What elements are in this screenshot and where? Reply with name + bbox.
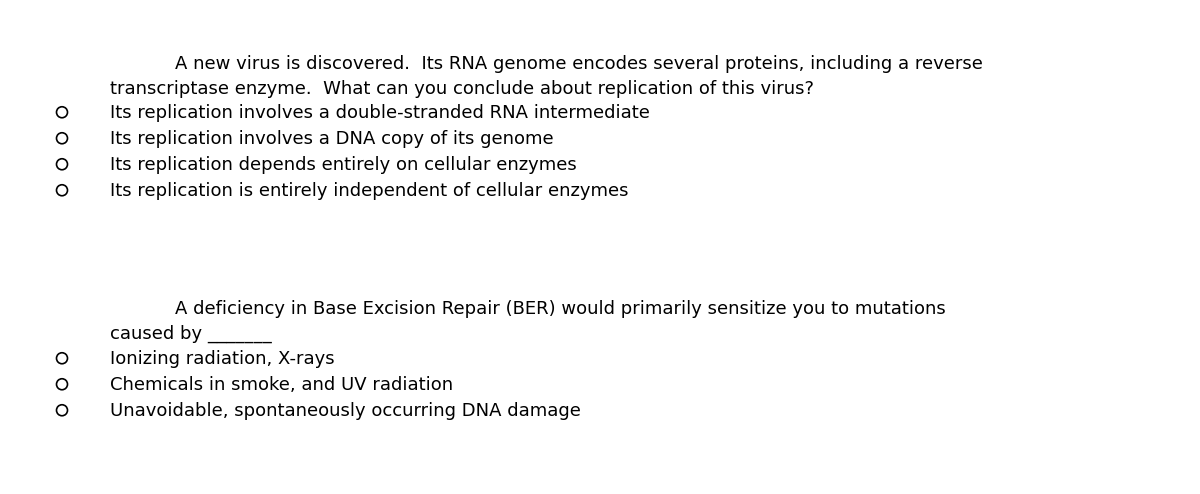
Text: Its replication involves a double-stranded RNA intermediate: Its replication involves a double-strand…	[110, 104, 650, 122]
Text: Chemicals in smoke, and UV radiation: Chemicals in smoke, and UV radiation	[110, 376, 454, 394]
Text: Its replication depends entirely on cellular enzymes: Its replication depends entirely on cell…	[110, 156, 577, 174]
Text: Its replication is entirely independent of cellular enzymes: Its replication is entirely independent …	[110, 182, 629, 200]
Text: Unavoidable, spontaneously occurring DNA damage: Unavoidable, spontaneously occurring DNA…	[110, 402, 581, 420]
Text: Its replication involves a DNA copy of its genome: Its replication involves a DNA copy of i…	[110, 130, 553, 148]
Text: transcriptase enzyme.  What can you conclude about replication of this virus?: transcriptase enzyme. What can you concl…	[110, 80, 814, 98]
Text: A deficiency in Base Excision Repair (BER) would primarily sensitize you to muta: A deficiency in Base Excision Repair (BE…	[175, 300, 946, 318]
Text: caused by _______: caused by _______	[110, 325, 271, 343]
Text: Ionizing radiation, X-rays: Ionizing radiation, X-rays	[110, 350, 335, 368]
Text: A new virus is discovered.  Its RNA genome encodes several proteins, including a: A new virus is discovered. Its RNA genom…	[175, 55, 983, 73]
